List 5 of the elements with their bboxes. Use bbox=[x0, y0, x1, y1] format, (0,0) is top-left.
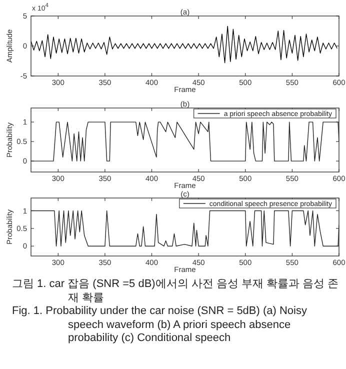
line-series bbox=[31, 122, 339, 162]
line-series bbox=[31, 26, 338, 64]
line-series bbox=[31, 210, 339, 246]
caption: Fig. 1. Probability under the car noise (SNR = 5dB) (a) Noisy speech waveform (b) A priori speech absence probability (c) Conditional speech bbox=[11, 305, 308, 346]
caption: 그림 1. car 잡음 (SNR =5 dB)에서의 사전 음성 부재 확률과 음성 존재 확률 bbox=[11, 278, 340, 305]
